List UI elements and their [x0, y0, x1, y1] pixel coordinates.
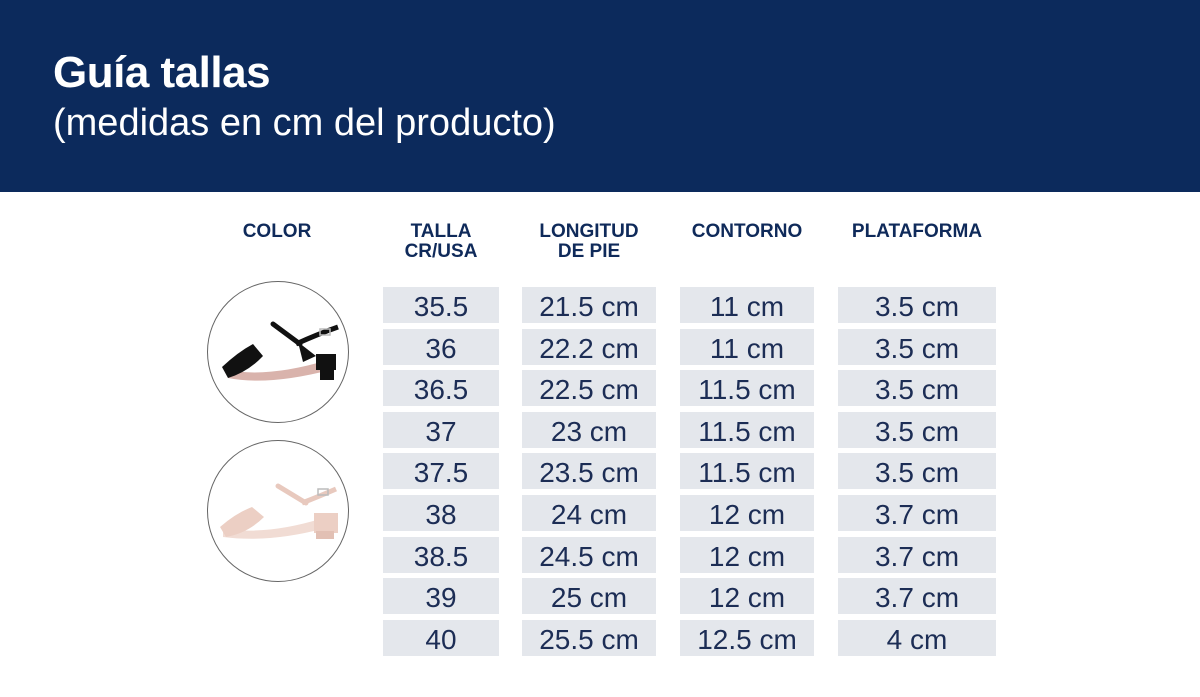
cell-talla: 40 — [383, 619, 499, 656]
cell-longitud: 25 cm — [522, 578, 656, 615]
cell-longitud: 22.5 cm — [522, 370, 656, 407]
cell-longitud: 24 cm — [522, 495, 656, 531]
cell-talla: 38 — [383, 495, 499, 531]
cell-talla: 37 — [383, 411, 499, 448]
column-header-contorno: CONTORNO — [691, 221, 803, 242]
cell-talla: 39 — [383, 578, 499, 615]
header-banner: Guía tallas (medidas en cm del producto) — [0, 0, 1200, 192]
cell-contorno: 11.5 cm — [680, 411, 814, 448]
cell-plataforma: 3.7 cm — [838, 578, 996, 615]
cell-plataforma: 3.5 cm — [838, 370, 996, 407]
cell-longitud: 21.5 cm — [522, 287, 656, 323]
cell-contorno: 11 cm — [680, 287, 814, 323]
cell-talla: 38.5 — [383, 536, 499, 573]
black-sandal-image — [207, 281, 349, 423]
page-title: Guía tallas — [53, 48, 271, 97]
cell-contorno: 12 cm — [680, 536, 814, 573]
cell-plataforma: 3.7 cm — [838, 536, 996, 573]
cell-contorno: 11 cm — [680, 328, 814, 365]
column-header-longitud: LONGITUD DE PIE — [539, 221, 639, 262]
cell-plataforma: 3.5 cm — [838, 287, 996, 323]
cell-longitud: 22.2 cm — [522, 328, 656, 365]
cell-longitud: 23.5 cm — [522, 453, 656, 490]
cell-contorno: 12.5 cm — [680, 619, 814, 656]
cell-talla: 37.5 — [383, 453, 499, 490]
cell-longitud: 24.5 cm — [522, 536, 656, 573]
cell-talla: 36 — [383, 328, 499, 365]
cell-contorno: 11.5 cm — [680, 370, 814, 407]
cell-plataforma: 4 cm — [838, 619, 996, 656]
column-header-plataforma: PLATAFORMA — [851, 221, 983, 242]
cell-talla: 35.5 — [383, 287, 499, 323]
cell-talla: 36.5 — [383, 370, 499, 407]
cell-longitud: 23 cm — [522, 411, 656, 448]
cell-plataforma: 3.5 cm — [838, 328, 996, 365]
cell-plataforma: 3.5 cm — [838, 453, 996, 490]
cell-contorno: 12 cm — [680, 495, 814, 531]
column-header-talla: TALLA CR/USA — [404, 221, 478, 262]
page-subtitle: (medidas en cm del producto) — [53, 102, 556, 144]
cell-contorno: 12 cm — [680, 578, 814, 615]
column-header-color: COLOR — [242, 221, 312, 242]
cell-plataforma: 3.5 cm — [838, 411, 996, 448]
cell-plataforma: 3.7 cm — [838, 495, 996, 531]
nude-sandal-image — [207, 440, 349, 582]
cell-contorno: 11.5 cm — [680, 453, 814, 490]
cell-longitud: 25.5 cm — [522, 619, 656, 656]
